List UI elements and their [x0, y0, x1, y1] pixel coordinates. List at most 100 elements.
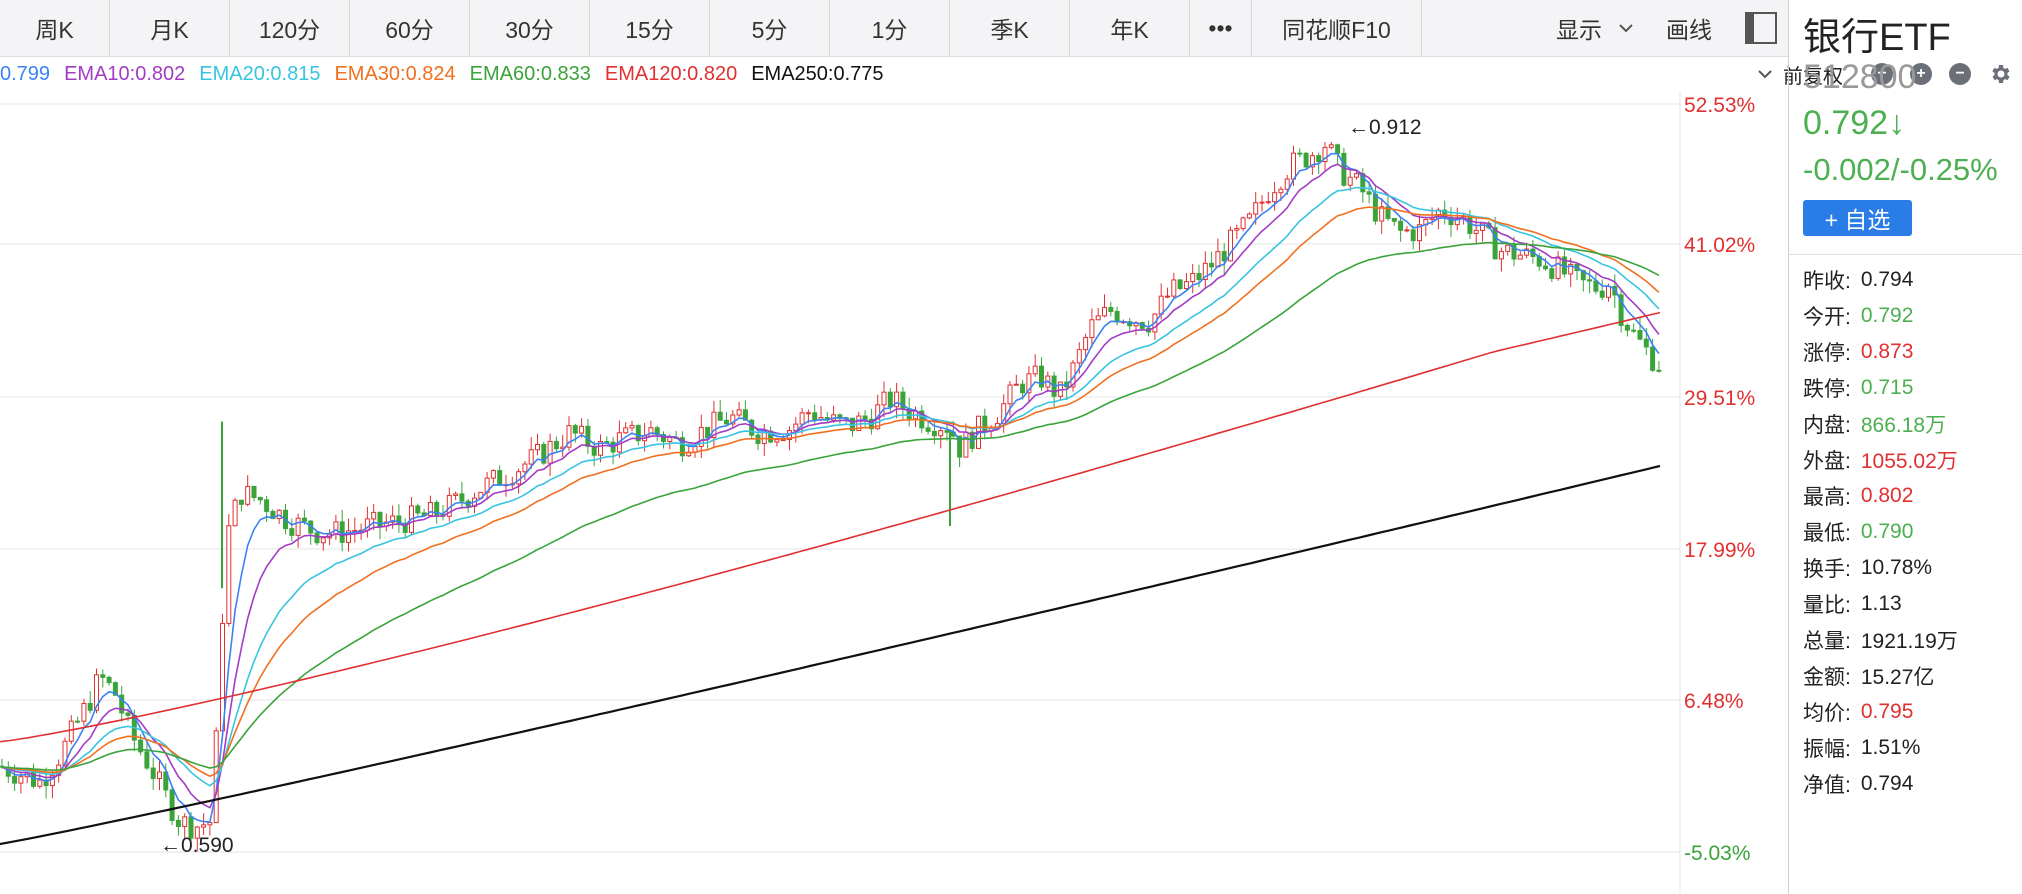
candle-body	[957, 435, 963, 458]
quote-value: 0.794	[1860, 268, 1914, 291]
quote-label: 最高:	[1803, 486, 1851, 509]
candle-body	[119, 694, 125, 714]
candle-body	[705, 426, 711, 439]
tab-1[interactable]: 月K	[110, 0, 230, 56]
ema-legend-item: EMA20:0.815	[199, 62, 321, 85]
quote-label: 换手:	[1803, 558, 1851, 581]
candle-body	[1505, 244, 1511, 252]
candle-body	[1417, 224, 1422, 242]
candle-body	[1020, 383, 1026, 394]
ema-legend-item: 0.799	[0, 62, 51, 85]
quote-row: 今开: 0.792	[1803, 298, 1958, 334]
quote-label: 均价:	[1803, 702, 1851, 725]
candle-body	[661, 434, 666, 443]
candle-body	[623, 427, 629, 434]
quote-label: 量比:	[1803, 594, 1851, 617]
kline-chart[interactable]: 52.53% 41.02% 29.51% 17.99% 6.48% -5.03% ←0.91…	[0, 92, 1788, 894]
candle-body	[427, 501, 433, 516]
tab-7[interactable]: 1分	[830, 0, 950, 56]
candle-body	[742, 409, 748, 421]
candle-body	[1209, 262, 1215, 268]
quote-row: 量比: 1.13	[1803, 586, 1958, 622]
candle-body	[1606, 285, 1611, 298]
candle-body	[1524, 248, 1530, 256]
candle-body	[18, 776, 24, 784]
candle-body	[1656, 369, 1662, 372]
candle-body	[497, 470, 503, 486]
candle-body	[1228, 229, 1233, 262]
candle-body	[648, 427, 654, 437]
draw-line-label: 画线	[1666, 17, 1712, 43]
display-dropdown[interactable]: 显示	[1556, 11, 1634, 45]
candle-body	[1272, 192, 1278, 203]
quote-panel: 银行ETF 512800 0.792↓ -0.002/-0.25% + 自选 昨…	[1789, 0, 2022, 894]
candle-body	[1391, 217, 1397, 222]
candle-body	[1183, 281, 1189, 290]
candle-body	[1284, 178, 1290, 190]
quote-value: 1.51%	[1860, 736, 1921, 759]
candle-body	[535, 443, 540, 451]
candle-body	[1202, 262, 1208, 281]
chevron-down-icon[interactable]	[1757, 69, 1773, 79]
adjust-mode-label[interactable]: 前复权	[1783, 65, 1843, 88]
tab-6[interactable]: 5分	[710, 0, 830, 56]
tab-3[interactable]: 60分	[350, 0, 470, 56]
candle-body	[396, 515, 402, 524]
candle-body	[157, 771, 162, 779]
candle-body	[1177, 279, 1183, 290]
tab-5[interactable]: 15分	[590, 0, 710, 56]
candle-body	[1517, 254, 1523, 260]
quote-label: 跌停:	[1803, 378, 1851, 401]
tab-9[interactable]: 年K	[1070, 0, 1190, 56]
tab-0[interactable]: 周K	[0, 0, 110, 56]
candle-body	[112, 682, 118, 696]
draw-line-button[interactable]: 画线	[1666, 11, 1712, 45]
gear-icon[interactable]	[1988, 62, 2012, 86]
quote-label: 净值:	[1803, 774, 1851, 797]
candle-body	[1555, 256, 1561, 279]
candle-body	[1404, 229, 1410, 232]
zoom-out-icon[interactable]: −	[1871, 63, 1893, 85]
candle-body	[1599, 290, 1605, 298]
candle-body	[1354, 173, 1359, 178]
sidebar-toggle-icon[interactable]	[1744, 11, 1778, 45]
quote-label: 昨收:	[1803, 270, 1851, 293]
ema-legend-item: EMA10:0.802	[64, 62, 186, 85]
quote-value: 15.27亿	[1860, 666, 1935, 689]
zoom-in-icon[interactable]: +	[1910, 63, 1932, 85]
quote-value: 10.78%	[1860, 556, 1933, 579]
tab-10[interactable]: •••	[1190, 0, 1252, 56]
candle-body	[887, 391, 893, 408]
candle-body	[106, 676, 112, 684]
tab-8[interactable]: 季K	[950, 0, 1070, 56]
candle-body	[320, 537, 326, 544]
candle-body	[207, 822, 213, 826]
candle-body	[698, 426, 704, 447]
candle-body	[654, 427, 660, 436]
add-watchlist-button[interactable]: + 自选	[1803, 200, 1912, 236]
tab-11[interactable]: 同花顺F10	[1252, 0, 1422, 56]
minus-icon[interactable]: −	[1949, 63, 1971, 85]
candle-body	[1001, 403, 1007, 425]
candle-body	[1549, 268, 1555, 279]
candle-body	[1398, 220, 1404, 231]
candle-body	[100, 674, 106, 678]
tab-4[interactable]: 30分	[470, 0, 590, 56]
candle-body	[144, 751, 150, 769]
quote-value: 866.18万	[1860, 414, 1947, 437]
candle-body	[1114, 310, 1120, 323]
candle-body	[264, 499, 270, 512]
candle-body	[1007, 384, 1013, 405]
tab-2[interactable]: 120分	[230, 0, 350, 56]
quote-row: 跌停: 0.715	[1803, 370, 1958, 406]
quote-row: 昨收: 0.794	[1803, 262, 1958, 298]
candle-body	[1385, 206, 1391, 219]
candle-body	[1347, 176, 1353, 186]
ema120-line	[0, 311, 1661, 743]
candle-body	[194, 826, 200, 839]
candle-body	[1240, 217, 1246, 229]
candle-body	[1341, 152, 1347, 186]
candle-body	[1316, 155, 1322, 162]
quote-row: 涨停: 0.873	[1803, 334, 1958, 370]
candle-body	[1253, 202, 1259, 215]
